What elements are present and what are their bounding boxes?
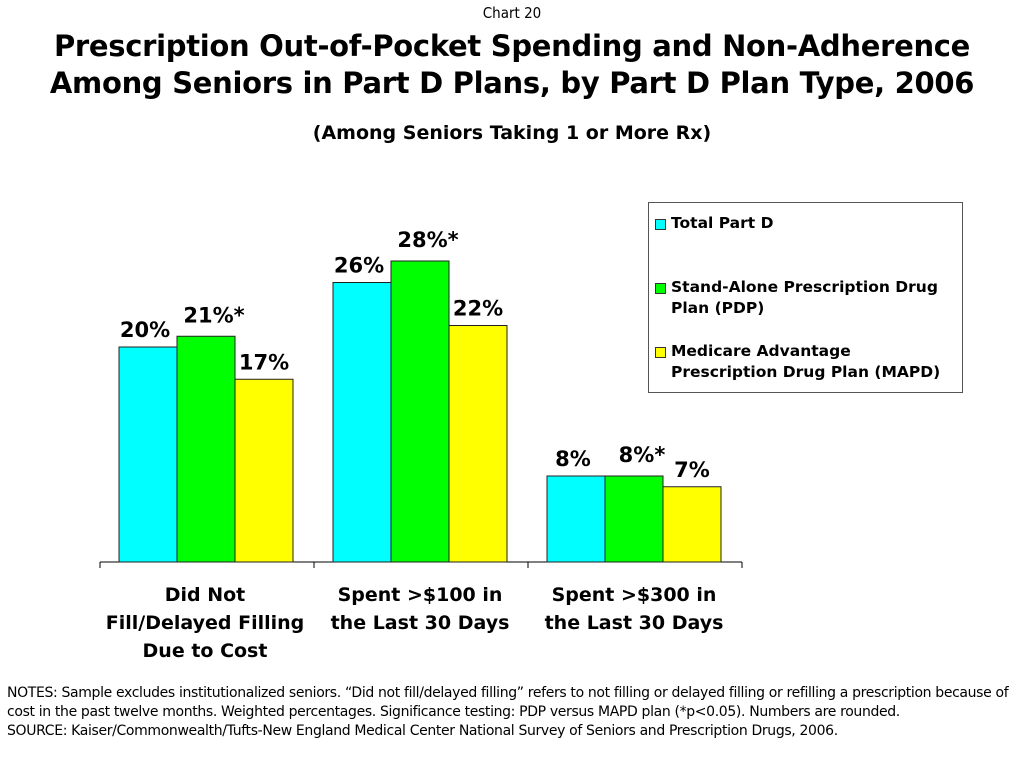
legend-label: Medicare Advantage Prescription Drug Plan… [671, 342, 941, 381]
legend-item-mapd: Medicare Advantage Prescription Drug Plan… [655, 341, 940, 383]
title-line-2: Among Seniors in Part D Plans, by Part D… [49, 66, 975, 100]
bar-data-label: 7% [674, 458, 710, 482]
bar [662, 486, 722, 563]
bar-data-label: 28%* [397, 228, 458, 252]
legend-swatch [655, 219, 666, 230]
category-label-spent-100: Spent >$100 in the Last 30 Days [330, 584, 510, 634]
legend-item-pdp: Stand-Alone Prescription Drug Plan (PDP) [655, 277, 938, 319]
bar-data-label: 21%* [183, 303, 244, 327]
bar-data-label: 26% [334, 254, 384, 278]
chart-number: Chart 20 [482, 4, 542, 22]
bar [176, 335, 236, 563]
bar-data-label: 8%* [619, 443, 666, 467]
bar [390, 260, 450, 563]
bar-data-label: 20% [120, 318, 170, 342]
chart-subtitle: (Among Seniors Taking 1 or More Rx) [312, 122, 712, 144]
footnotes: NOTES: Sample excludes institutionalized… [7, 684, 1017, 741]
title-line-1: Prescription Out-of-Pocket Spending and … [53, 29, 971, 63]
legend-swatch [655, 347, 666, 358]
legend-swatch [655, 283, 666, 294]
source-text: SOURCE: Kaiser/Commonwealth/Tufts-New En… [7, 723, 838, 739]
legend-item-total-part-d: Total Part D [655, 213, 773, 234]
category-label-did-not-fill: Did Not Fill/Delayed Filling Due to Cost [105, 584, 305, 662]
bar [546, 475, 606, 563]
bar [118, 346, 178, 563]
bar [234, 378, 294, 563]
legend: Total Part D Stand-Alone Prescription Dr… [648, 202, 963, 393]
bar [604, 475, 664, 563]
notes-text: NOTES: Sample excludes institutionalized… [7, 685, 1009, 720]
bar-data-label: 22% [453, 297, 503, 321]
bar [448, 325, 508, 563]
chart-title: Prescription Out-of-Pocket Spending and … [0, 28, 1024, 102]
legend-label: Stand-Alone Prescription Drug Plan (PDP) [671, 278, 938, 317]
bar [332, 282, 392, 563]
bar-data-label: 8% [555, 447, 591, 471]
legend-label: Total Part D [671, 214, 774, 232]
bar-data-label: 17% [239, 350, 289, 374]
category-label-spent-300: Spent >$300 in the Last 30 Days [544, 584, 724, 634]
